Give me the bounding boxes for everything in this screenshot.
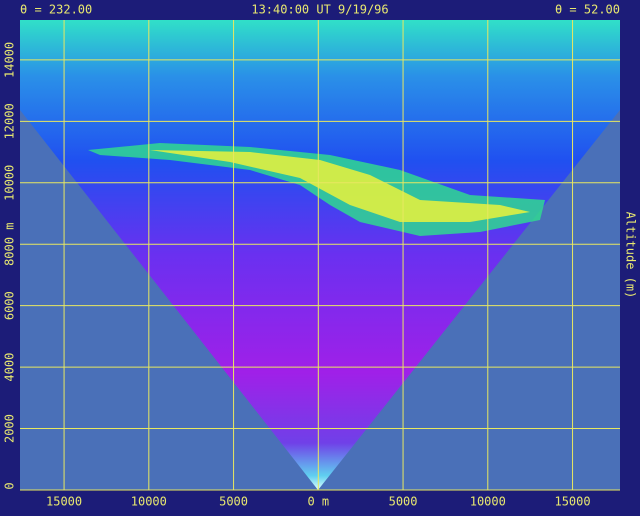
header-right: θ = 52.00 — [555, 3, 620, 17]
x-tick-label: 10000 — [470, 495, 506, 509]
y-tick-label: 8000 m — [3, 223, 17, 266]
x-tick-label: 10000 — [131, 495, 167, 509]
plume-core — [150, 150, 530, 222]
x-tick-label: 5000 — [219, 495, 248, 509]
y-tick-label: 6000 — [3, 291, 17, 320]
scan-cone — [20, 20, 620, 490]
x-tick-label: 15000 — [554, 495, 590, 509]
header-left: θ = 232.00 — [20, 3, 92, 17]
y-axis-label: Altitude (m) — [624, 212, 638, 299]
y-tick-label: 0 — [3, 482, 17, 489]
y-tick-label: 14000 — [3, 42, 17, 78]
x-tick-label: 5000 — [389, 495, 418, 509]
y-tick-label: 2000 — [3, 414, 17, 443]
y-tick-label: 4000 — [3, 353, 17, 382]
header-center: 13:40:00 UT 9/19/96 — [251, 3, 388, 17]
x-tick-label: 15000 — [46, 495, 82, 509]
y-tick-label: 12000 — [3, 103, 17, 139]
x-tick-label: 0 m — [307, 495, 329, 509]
y-tick-label: 10000 — [3, 165, 17, 201]
